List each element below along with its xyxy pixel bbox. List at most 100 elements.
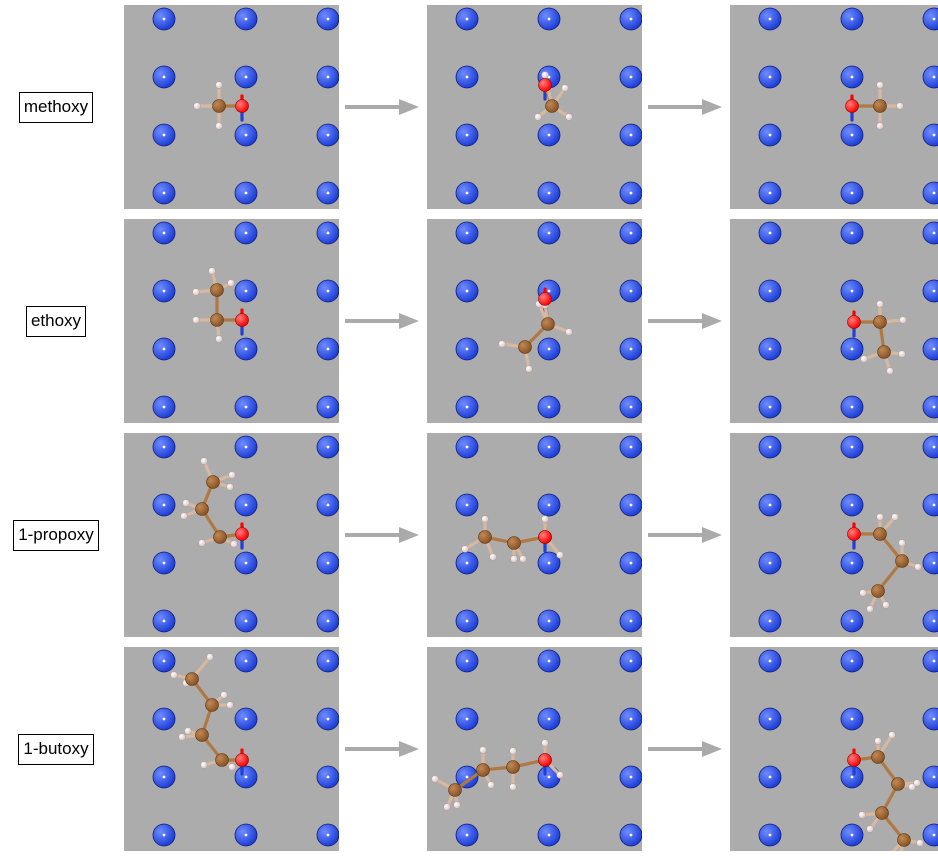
hydrogen-atom: [182, 499, 190, 507]
surface-atom-highlight: [465, 133, 469, 137]
hydrogen-atom: [899, 316, 907, 324]
surface-atom: [922, 551, 938, 575]
surface-atom: [922, 493, 938, 517]
hydrogen-atom: [178, 733, 186, 741]
surface-atom-highlight: [932, 133, 936, 137]
surface-structure: [152, 649, 339, 847]
surface-atom-highlight: [629, 717, 633, 721]
surface-atom-highlight: [629, 347, 633, 351]
surface-structure: [152, 435, 339, 633]
structure-panel-1: [124, 219, 339, 423]
hydrogen-atom: [200, 457, 208, 465]
surface-atom-highlight: [162, 133, 166, 137]
structure-panel-3: [730, 433, 938, 637]
surface-structure: [758, 649, 938, 851]
hydrogen-atom: [565, 113, 573, 121]
arrow-head: [702, 741, 722, 757]
surface-atom-highlight: [932, 75, 936, 79]
surface-atom-highlight: [162, 717, 166, 721]
surface-atom-highlight: [326, 561, 330, 565]
surface-atom-highlight: [547, 619, 551, 623]
surface-atom-highlight: [850, 133, 854, 137]
surface-atom-highlight: [768, 659, 772, 663]
surface-atom-highlight: [465, 659, 469, 663]
surface-atom: [922, 123, 938, 147]
surface-atom-highlight: [244, 775, 248, 779]
surface-atom-highlight: [932, 231, 936, 235]
species-label: 1-butoxy: [18, 733, 94, 765]
surface-atom-highlight: [932, 191, 936, 195]
surface-atom-highlight: [768, 619, 772, 623]
arrow-head: [399, 741, 419, 757]
species-label-box: ethoxy: [0, 219, 112, 423]
species-label-box: methoxy: [0, 5, 112, 209]
surface-atom-highlight: [547, 503, 551, 507]
surface-atom-highlight: [768, 717, 772, 721]
surface-atom-highlight: [547, 405, 551, 409]
carbon-atom: [541, 317, 555, 331]
hydrogen-atom: [431, 775, 439, 783]
surface-atom-highlight: [162, 775, 166, 779]
surface-atom-highlight: [465, 17, 469, 21]
carbon-atom: [476, 763, 490, 777]
hydrogen-atom: [541, 515, 549, 523]
hydrogen-atom: [876, 81, 884, 89]
surface-atom-highlight: [244, 191, 248, 195]
oxygen-atom: [538, 292, 552, 306]
carbon-atom: [215, 753, 229, 767]
oxygen-atom: [847, 753, 861, 767]
pathway-row: 1-propoxy: [0, 433, 938, 637]
surface-structure: [431, 649, 642, 847]
surface-atom: [922, 395, 938, 419]
hydrogen-atom: [206, 653, 214, 661]
hydrogen-atom: [228, 471, 236, 479]
carbon-atom: [873, 315, 887, 329]
surface-atom-highlight: [244, 619, 248, 623]
carbon-atom: [478, 530, 492, 544]
oxygen-atom: [235, 313, 249, 327]
surface-atom-highlight: [850, 717, 854, 721]
surface-atom-highlight: [162, 445, 166, 449]
carbon-atom: [875, 806, 889, 820]
surface-atom-highlight: [850, 75, 854, 79]
surface-atom-highlight: [850, 775, 854, 779]
surface-atom-highlight: [629, 561, 633, 565]
surface-atom-highlight: [850, 619, 854, 623]
pathway-row: 1-butoxy: [0, 647, 938, 851]
surface-atom-highlight: [932, 289, 936, 293]
surface-atom-highlight: [326, 347, 330, 351]
oxygen-atom: [538, 753, 552, 767]
surface-atom-highlight: [629, 503, 633, 507]
surface-atom-highlight: [162, 619, 166, 623]
surface-atom-highlight: [162, 231, 166, 235]
oxygen-atom: [845, 99, 859, 113]
hydrogen-atom: [876, 300, 884, 308]
arrow-head: [702, 313, 722, 329]
surface-atom-highlight: [932, 659, 936, 663]
surface-atom-highlight: [465, 347, 469, 351]
surface-atom-highlight: [768, 191, 772, 195]
transition-arrow: [646, 311, 726, 331]
transition-arrow: [646, 739, 726, 759]
hydrogen-atom: [230, 540, 238, 548]
hydrogen-atom: [886, 367, 894, 375]
surface-atom: [922, 609, 938, 633]
surface-atom-highlight: [547, 833, 551, 837]
surface-atom-highlight: [162, 75, 166, 79]
hydrogen-atom: [565, 328, 573, 336]
surface-atom-highlight: [465, 775, 469, 779]
surface-atom: [922, 65, 938, 89]
surface-atom-highlight: [162, 503, 166, 507]
hydrogen-atom: [228, 763, 236, 771]
hydrogen-atom: [192, 288, 200, 296]
surface-atom-highlight: [326, 659, 330, 663]
arrow-head: [399, 99, 419, 115]
hydrogen-atom: [896, 102, 904, 110]
surface-atom-highlight: [162, 405, 166, 409]
surface-atom-highlight: [326, 17, 330, 21]
transition-arrow: [343, 311, 423, 331]
surface-atom-highlight: [850, 347, 854, 351]
species-label-box: 1-butoxy: [0, 647, 112, 851]
hydrogen-atom: [858, 811, 866, 819]
surface-atom-highlight: [244, 659, 248, 663]
